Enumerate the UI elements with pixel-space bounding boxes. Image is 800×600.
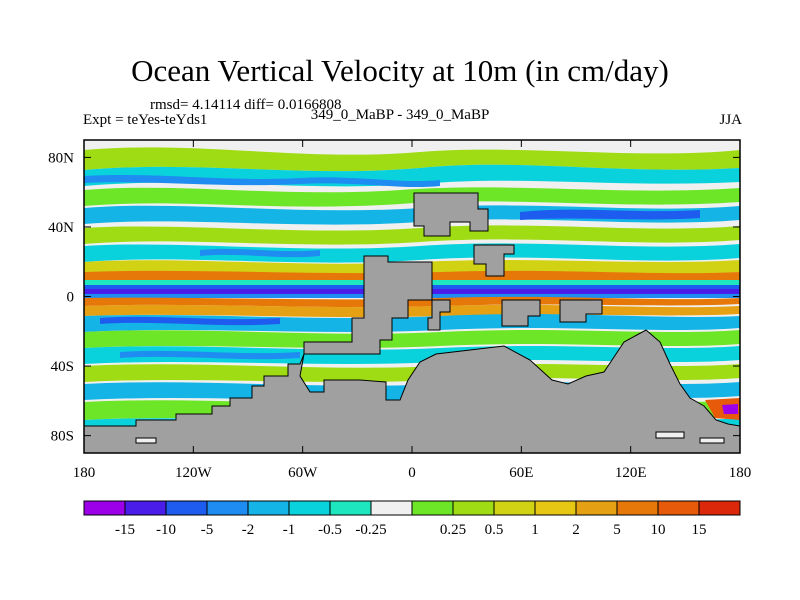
colorbar-label: 2 [572, 522, 580, 538]
colorbar-swatch [206, 500, 249, 516]
colorbar-label: -15 [115, 522, 135, 538]
land-ice-patch [699, 437, 725, 444]
lon-tick-label: 0 [408, 465, 416, 481]
field-band [100, 316, 280, 326]
colorbar-swatch [165, 500, 208, 516]
colorbar-swatch [83, 500, 126, 516]
season-label: JJA [719, 112, 742, 128]
field-band [84, 175, 440, 188]
colorbar-swatch [124, 500, 167, 516]
colorbar-label: 1 [531, 522, 539, 538]
colorbar-swatch [329, 500, 372, 516]
field-band [520, 209, 700, 220]
lon-tick-label: 120W [175, 465, 213, 481]
plot-title: Ocean Vertical Velocity at 10m (in cm/da… [131, 53, 669, 88]
colorbar-label: 5 [613, 522, 621, 538]
field-band [84, 225, 740, 245]
colorbar-label: 0.5 [485, 522, 504, 538]
stats-label: rmsd= 4.14114 diff= 0.0166808 [150, 97, 342, 113]
land-north-atlantic [413, 192, 489, 237]
colorbar-swatch [657, 500, 700, 516]
experiment-label: Expt = teYes-teYds1 [83, 112, 208, 128]
colorbar-label: -0.25 [355, 522, 386, 538]
field-band [200, 248, 320, 258]
lat-tick-label: 40S [51, 359, 74, 375]
land-masses [84, 192, 740, 453]
land-ice-patch [655, 431, 685, 439]
colorbar-swatch [698, 500, 741, 516]
field-band [84, 243, 740, 263]
colorbar-label: -1 [283, 522, 296, 538]
lat-tick-label: 80N [48, 150, 74, 166]
land-south-america [303, 255, 433, 355]
field-band [120, 350, 300, 360]
colorbar-label: -0.5 [318, 522, 342, 538]
lon-tick-label: 60W [288, 465, 318, 481]
colorbar-label: -5 [201, 522, 214, 538]
field-band [84, 330, 740, 348]
ocean-field [84, 140, 740, 453]
field-band [84, 346, 740, 364]
comparison-label: 349_0_MaBP - 349_0_MaBP [310, 107, 490, 123]
colorbar-swatch [247, 500, 290, 516]
colorbar-swatch [493, 500, 536, 516]
colorbar-swatch [534, 500, 577, 516]
map-axes: 80N 40N 0 40S 80S 180 120W 60W 0 60E 120E 180 [48, 140, 751, 481]
field-band [84, 187, 740, 207]
colorbar-label: 15 [692, 522, 707, 538]
colorbar-label: -2 [242, 522, 255, 538]
lon-tick-label: 120E [615, 465, 647, 481]
colorbar-label: 0.25 [440, 522, 466, 538]
lon-tick-label: 180 [729, 465, 752, 481]
colorbar-swatch [370, 500, 413, 516]
colorbar-swatch [288, 500, 331, 516]
field-band [84, 364, 740, 382]
colorbar-swatch [411, 500, 454, 516]
colorbar-swatch [575, 500, 618, 516]
field-band [705, 398, 740, 420]
lat-tick-label: 0 [67, 290, 75, 306]
land-southern-continent [84, 329, 740, 453]
lat-tick-label: 80S [51, 429, 74, 445]
land-mid-asia [473, 244, 515, 277]
field-band [84, 147, 740, 172]
colorbar-label: -10 [156, 522, 176, 538]
colorbar: -15 -10 -5 -2 -1 -0.5 -0.25 0.25 0.5 1 2 5 10 15 [83, 500, 741, 538]
land-southeast-asia [559, 299, 603, 323]
lat-tick-label: 40N [48, 220, 74, 236]
colorbar-swatch [452, 500, 495, 516]
land-ice-patch [135, 437, 157, 444]
land-africa [427, 299, 451, 331]
colorbar-label: 10 [651, 522, 666, 538]
lon-tick-label: 180 [73, 465, 96, 481]
field-band [722, 404, 738, 414]
colorbar-swatch [616, 500, 659, 516]
lon-tick-label: 60E [509, 465, 533, 481]
land-india [501, 299, 541, 327]
